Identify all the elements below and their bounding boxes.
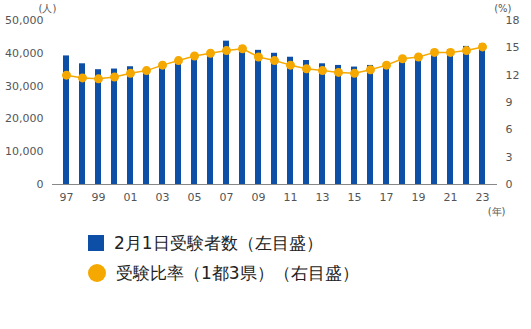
html-text:受験比率（1都3県）（右目盛）: 受験比率（1都3県）（右目盛） (116, 262, 359, 283)
html-text:2月1日受験者数（左目盛）: 2月1日受験者数（左目盛） (114, 232, 323, 253)
svg-text:15: 15 (348, 191, 362, 204)
svg-text:15: 15 (506, 41, 520, 54)
svg-text:11: 11 (284, 191, 298, 204)
svg-text:50,000: 50,000 (5, 14, 44, 27)
svg-text:23: 23 (476, 191, 490, 204)
svg-text:6: 6 (506, 123, 513, 136)
svg-text:09: 09 (252, 191, 266, 204)
svg-text:17: 17 (380, 191, 394, 204)
svg-text:13: 13 (316, 191, 330, 204)
svg-text:(%): (%) (494, 3, 511, 14)
svg-text:18: 18 (506, 14, 520, 27)
svg-text:03: 03 (156, 191, 170, 204)
svg-text:99: 99 (92, 191, 106, 204)
svg-text:20,000: 20,000 (5, 112, 44, 125)
svg-text:19: 19 (412, 191, 426, 204)
svg-text:0: 0 (37, 178, 44, 191)
svg-text:40,000: 40,000 (5, 47, 44, 60)
svg-text:07: 07 (220, 191, 234, 204)
svg-text:30,000: 30,000 (5, 80, 44, 93)
svg-text:21: 21 (444, 191, 458, 204)
svg-text:05: 05 (188, 191, 202, 204)
svg-text:9: 9 (506, 96, 513, 109)
svg-text:(年): (年) (488, 206, 506, 217)
svg-text:01: 01 (124, 191, 138, 204)
svg-text:0: 0 (506, 178, 513, 191)
svg-text:3: 3 (506, 151, 513, 164)
svg-text:12: 12 (506, 69, 520, 82)
svg-text:10,000: 10,000 (5, 145, 44, 158)
svg-text:(人): (人) (39, 3, 57, 14)
svg-text:97: 97 (60, 191, 74, 204)
